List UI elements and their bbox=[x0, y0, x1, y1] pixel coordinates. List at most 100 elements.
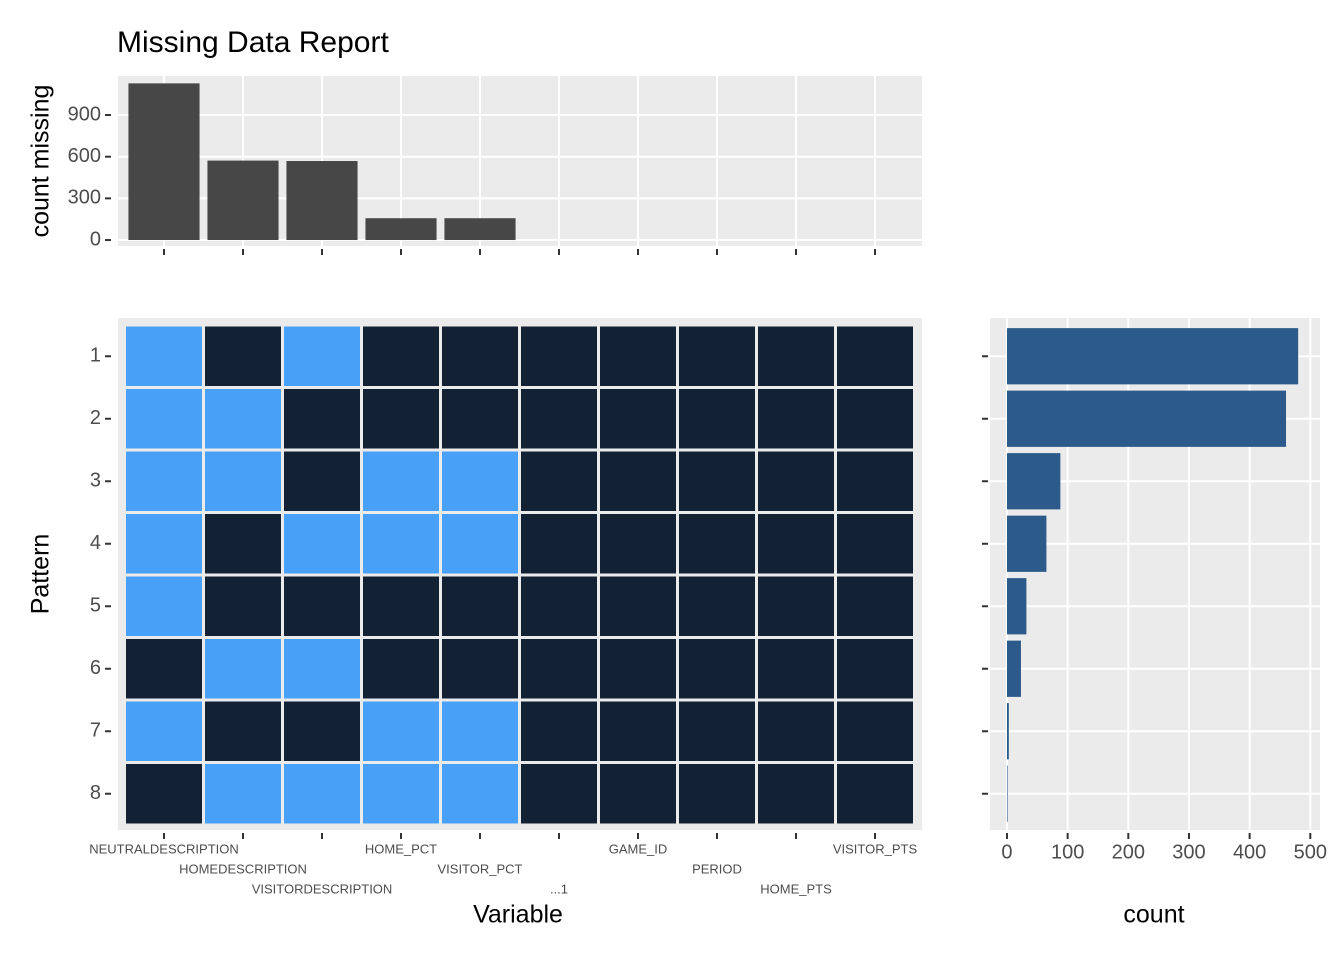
cell bbox=[126, 514, 202, 574]
x-tick-label: HOME_PCT bbox=[365, 841, 437, 856]
cell bbox=[521, 326, 597, 386]
cell bbox=[126, 326, 202, 386]
cell bbox=[284, 701, 360, 761]
marks: 0 300 600 900 NEUTRALDESCRIPTION HOMEDESCRIPT… bbox=[68, 76, 1327, 896]
cell bbox=[679, 514, 755, 574]
y-tick-label: 900 bbox=[68, 103, 101, 125]
cell bbox=[600, 389, 676, 449]
cell bbox=[521, 389, 597, 449]
cell bbox=[837, 514, 913, 574]
cell bbox=[600, 639, 676, 699]
cell bbox=[126, 764, 202, 824]
bar bbox=[286, 161, 358, 241]
cell bbox=[679, 326, 755, 386]
cell bbox=[679, 701, 755, 761]
bar bbox=[1006, 640, 1021, 697]
cell bbox=[126, 576, 202, 636]
cell bbox=[758, 389, 834, 449]
bar bbox=[1006, 765, 1008, 822]
y-axis-title: count missing bbox=[27, 85, 55, 238]
cell bbox=[363, 701, 439, 761]
cell bbox=[600, 451, 676, 511]
cell bbox=[679, 576, 755, 636]
y-tick-label: 0 bbox=[90, 228, 101, 250]
cell bbox=[758, 576, 834, 636]
cell bbox=[205, 389, 281, 449]
cell bbox=[521, 701, 597, 761]
cell bbox=[521, 514, 597, 574]
bar bbox=[1006, 515, 1047, 572]
x-tick-label: PERIOD bbox=[692, 861, 742, 876]
cell bbox=[442, 764, 518, 824]
x-tick-label: HOMEDESCRIPTION bbox=[179, 861, 307, 876]
x-tick-label: 200 bbox=[1112, 841, 1145, 863]
cell bbox=[758, 451, 834, 511]
cell bbox=[679, 764, 755, 824]
cell bbox=[521, 451, 597, 511]
x-tick-label: 100 bbox=[1051, 841, 1084, 863]
cell bbox=[442, 514, 518, 574]
x-tick-label: VISITOR_PCT bbox=[437, 861, 522, 876]
cell bbox=[521, 639, 597, 699]
cell bbox=[363, 576, 439, 636]
cell bbox=[837, 326, 913, 386]
cell bbox=[363, 326, 439, 386]
bar bbox=[207, 160, 279, 241]
cell bbox=[442, 326, 518, 386]
y-axis-title: Pattern bbox=[27, 534, 55, 615]
cell bbox=[837, 764, 913, 824]
x-tick-label: 400 bbox=[1233, 841, 1266, 863]
x-axis-title: count bbox=[1123, 901, 1184, 929]
cell bbox=[758, 701, 834, 761]
bar bbox=[1006, 578, 1027, 635]
cell bbox=[126, 389, 202, 449]
cell bbox=[284, 514, 360, 574]
y-tick-label: 4 bbox=[90, 532, 101, 554]
cell bbox=[284, 389, 360, 449]
x-axis-title: Variable bbox=[473, 901, 563, 929]
cell bbox=[521, 764, 597, 824]
x-tick-label: VISITOR_PTS bbox=[833, 841, 918, 856]
cell bbox=[363, 639, 439, 699]
bar bbox=[1006, 453, 1061, 510]
cell bbox=[363, 514, 439, 574]
cell bbox=[363, 764, 439, 824]
cell bbox=[205, 639, 281, 699]
cell bbox=[126, 451, 202, 511]
bar bbox=[444, 218, 516, 241]
x-tick-label: 0 bbox=[1001, 841, 1012, 863]
x-tick-label: NEUTRALDESCRIPTION bbox=[89, 841, 239, 856]
cell bbox=[600, 514, 676, 574]
cell bbox=[758, 639, 834, 699]
cell bbox=[600, 764, 676, 824]
y-tick-label: 2 bbox=[90, 407, 101, 429]
cell bbox=[284, 326, 360, 386]
cell bbox=[442, 389, 518, 449]
cell bbox=[126, 639, 202, 699]
cell bbox=[679, 389, 755, 449]
cell bbox=[205, 764, 281, 824]
chart-title: Missing Data Report bbox=[117, 26, 389, 59]
cell bbox=[600, 326, 676, 386]
cell bbox=[126, 701, 202, 761]
y-tick-label: 6 bbox=[90, 657, 101, 679]
cell bbox=[205, 514, 281, 574]
y-tick-label: 7 bbox=[90, 720, 101, 742]
bar bbox=[1006, 703, 1009, 760]
cell bbox=[837, 451, 913, 511]
cell bbox=[758, 514, 834, 574]
cell bbox=[679, 451, 755, 511]
y-tick-label: 600 bbox=[68, 145, 101, 167]
cell bbox=[284, 764, 360, 824]
cell bbox=[205, 451, 281, 511]
cell bbox=[442, 639, 518, 699]
bar bbox=[128, 83, 200, 241]
x-tick-label: 300 bbox=[1172, 841, 1205, 863]
y-tick-label: 8 bbox=[90, 782, 101, 804]
y-tick-label: 300 bbox=[68, 187, 101, 209]
cell bbox=[600, 576, 676, 636]
cell bbox=[600, 701, 676, 761]
cell bbox=[837, 389, 913, 449]
cell bbox=[363, 451, 439, 511]
